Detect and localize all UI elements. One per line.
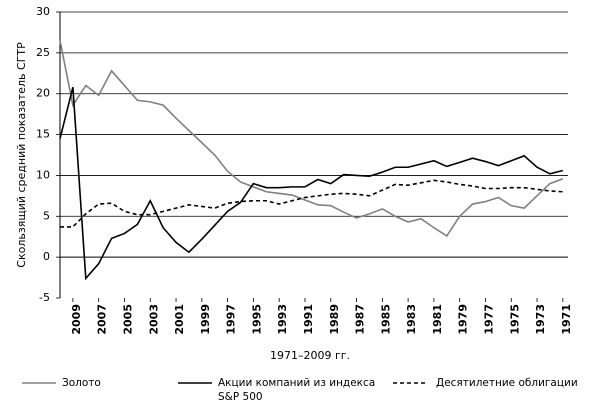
x-tick-label: 1985 [379, 304, 392, 335]
x-tick-label: 1981 [431, 304, 444, 335]
y-tick-label: 30 [36, 5, 50, 18]
y-tick-label: 5 [43, 209, 50, 222]
x-tick-label: 2009 [70, 304, 83, 335]
x-tick-label: 2005 [121, 304, 134, 335]
x-tick-label: 1993 [276, 304, 289, 335]
legend-label: Золото [62, 377, 101, 389]
legend-label: Акции компаний из индекса S&P 500 [218, 377, 376, 403]
y-tick-label: 0 [43, 250, 50, 263]
y-tick-label: 10 [36, 168, 50, 181]
x-tick-label: 1973 [534, 304, 547, 335]
x-axis-label: 1971–2009 гг. [270, 349, 350, 362]
legend-label: Десятилетние облигации [436, 377, 578, 389]
x-tick-label: 1975 [508, 304, 521, 335]
y-axis-label: Скользящий средний показатель СГТР [15, 42, 28, 268]
x-tick-label: 2007 [96, 304, 109, 335]
x-tick-label: 1971 [560, 304, 573, 335]
x-tick-label: 1995 [250, 304, 263, 335]
y-tick-label: 20 [36, 87, 50, 100]
x-tick-label: 1991 [302, 304, 315, 335]
y-tick-label: -5 [39, 291, 50, 304]
y-tick-label: 15 [36, 128, 50, 141]
x-tick-label: 1999 [199, 304, 212, 335]
y-tick-label: 25 [36, 46, 50, 59]
x-tick-label: 1983 [405, 304, 418, 335]
x-tick-label: 1977 [482, 304, 495, 335]
x-tick-label: 1979 [457, 304, 470, 335]
x-tick-label: 1997 [225, 304, 238, 335]
x-tick-label: 1989 [328, 304, 341, 335]
x-tick-label: 2003 [147, 304, 160, 335]
series-line [59, 86, 564, 281]
x-tick-label: 2001 [173, 304, 186, 335]
x-tick-label: 1987 [354, 304, 367, 335]
series-line [60, 179, 563, 228]
series-line [59, 40, 564, 237]
